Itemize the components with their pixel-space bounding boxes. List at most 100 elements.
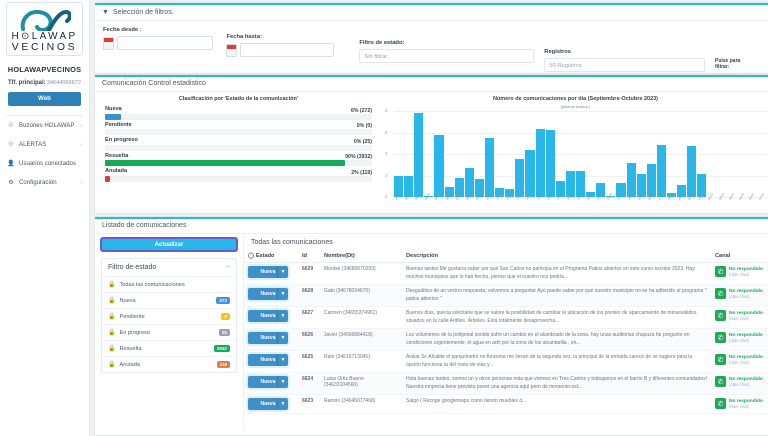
fecha-hasta-input[interactable] [240, 43, 335, 57]
column-header-descripcion[interactable]: Descripción [402, 250, 711, 263]
state-dropdown-button[interactable]: Nueva ▼ [248, 376, 288, 388]
state-filter-count-badge: 119 [216, 361, 230, 368]
column-header-estado[interactable]: ◯ Estado [244, 250, 298, 263]
state-filter-item[interactable]: 🔒 Pendiente 0 [102, 308, 236, 324]
chevron-down-icon[interactable]: ▼ [277, 310, 288, 322]
histogram-bar [434, 134, 444, 197]
table-row[interactable]: Nueva ▼ 6627 Carmen (34655374961) Buenos día… [244, 306, 768, 329]
column-header-canal[interactable]: Canal [711, 250, 768, 263]
web-button[interactable]: Web [8, 92, 81, 106]
classification-bar-track: 90% (3932) [105, 154, 372, 166]
classification-bar-label: Anulada [105, 168, 128, 174]
chevron-down-icon[interactable]: ▼ [277, 398, 288, 410]
state-dropdown-button[interactable]: Nueva ▼ [248, 266, 288, 278]
canal-sub-label: (date chat) [729, 403, 750, 409]
calendar-icon[interactable] [226, 43, 238, 57]
histogram-bar [545, 130, 555, 197]
canal-sub-label: (date chat) [729, 271, 750, 277]
histogram-x-labels: 01/09 02/09 03/09 04/09 05/09 06/09 07/09 08/09… [394, 192, 767, 203]
whatsapp-icon[interactable]: ✆ [715, 288, 726, 299]
table-row[interactable]: Nueva ▼ 6626 Javier (34666884418) Los volume… [244, 328, 768, 351]
table-row[interactable]: Nueva ▼ 6628 Gabi (34678034670) Desguáltico … [244, 284, 768, 307]
registros-select[interactable]: 50 Registros [544, 58, 705, 72]
cell-canal: ✆ No respondido (date chat) [711, 350, 768, 373]
canal-sub-label: (date chat) [729, 381, 750, 387]
minus-icon[interactable]: − [225, 264, 230, 271]
estado-filter-select[interactable]: Sin filtrar [359, 49, 535, 63]
classification-bar-row: Resuelta 90% (3932) [105, 153, 372, 166]
state-filter-item[interactable]: 🔒 Nueva 272 [102, 292, 236, 308]
filters-body: Fecha desde : Fecha hasta: Filtro de est… [95, 21, 768, 87]
state-dropdown-button[interactable]: Nueva ▼ [248, 354, 288, 366]
chevron-down-icon[interactable]: ▼ [277, 376, 288, 388]
sidebar-item-alertas[interactable]: ☉ ALERTAS ‹ [0, 135, 89, 154]
whatsapp-icon[interactable]: ✆ [715, 310, 726, 321]
cell-nombre: Carmen (34655374961) [320, 306, 402, 329]
chevron-down-icon[interactable]: ▼ [277, 266, 288, 278]
histogram-bar [515, 159, 525, 197]
state-filter-label: Pendiente [119, 313, 145, 320]
classification-bar-fill [105, 113, 122, 120]
fecha-desde-input[interactable] [117, 36, 213, 50]
panel-accent-bar [95, 75, 768, 77]
table-row[interactable]: Nueva ▼ 6624 Luisa Ortiz Bueno (34633104560… [244, 372, 768, 395]
chat-icon: ☉ [8, 122, 14, 129]
cell-nombre: Gabi (34678034670) [320, 284, 402, 307]
sidebar-item-buzones[interactable]: ☉ Buzones HOLAWAP ‹ [0, 116, 89, 135]
sidebar-item-usuarios-conectados[interactable]: 👤 Usuarios conectados [0, 154, 89, 173]
histogram-bar [404, 175, 414, 197]
canal-sub-label: (date chat) [729, 315, 750, 321]
classification-bar-track: 2% (119) [105, 170, 372, 182]
chevron-down-icon[interactable]: ▼ [277, 332, 288, 344]
cell-descripcion: Los volumenes de la poligonal sonido suf… [402, 328, 711, 351]
state-dropdown-button[interactable]: Nueva ▼ [248, 288, 288, 300]
cell-estado: Nueva ▼ [244, 262, 298, 285]
whatsapp-icon[interactable]: ✆ [715, 398, 726, 409]
chevron-down-icon[interactable]: ▼ [277, 288, 288, 300]
sidebar-item-label: ALERTAS [19, 141, 47, 148]
refresh-button[interactable]: Actualizar [100, 237, 238, 252]
whatsapp-icon[interactable]: ✆ [715, 354, 726, 365]
table-row[interactable]: Nueva ▼ 6625 Ram (34616713045) Avisar Sr. Al… [244, 350, 768, 373]
calendar-icon[interactable] [103, 36, 114, 50]
logo-text-line1: H⊙LAWAP [11, 31, 78, 42]
sidebar-item-configuracion[interactable]: ⚙ Configuración ‹ [0, 173, 89, 192]
state-dropdown-button[interactable]: Nueva ▼ [248, 310, 288, 322]
cell-descripcion: Avisar Sr. Alcalde el parquímetro no fun… [402, 350, 711, 373]
state-dropdown-button[interactable]: Nueva ▼ [248, 332, 288, 344]
whatsapp-icon[interactable]: ✆ [715, 332, 726, 343]
listado-body: Actualizar Filtro de estado − 🔒 Todas las… [95, 234, 768, 430]
fecha-hasta-group: Fecha hasta: [226, 27, 349, 57]
table-row[interactable]: Nueva ▼ 6629 Montse (34680670333) Buenas tar… [244, 262, 768, 285]
classification-bar-fill [105, 175, 111, 182]
lock-icon: 🔒 [108, 362, 116, 368]
canal-status-label: No respondido [729, 310, 763, 316]
state-filter-card: Filtro de estado − 🔒 Todas las comunicaci… [101, 258, 237, 373]
state-filter-item[interactable]: 🔒 En progreso 25 [102, 324, 236, 340]
cell-nombre: Luisa Ortiz Bueno (34633104560) [320, 372, 402, 395]
cell-canal: ✆ No respondido (date chat) [711, 328, 768, 351]
classification-bar-row: Nueva 6% (272) [105, 106, 372, 120]
state-filter-item[interactable]: 🔒 Anulada 119 [102, 356, 236, 372]
gridline [394, 197, 767, 198]
state-filter-item[interactable]: 🔒 Todas las comunicaciones [102, 276, 236, 292]
whatsapp-icon[interactable]: ✆ [715, 376, 726, 387]
histogram-bar [575, 171, 586, 197]
state-dropdown-button[interactable]: Nueva ▼ [248, 398, 288, 410]
lock-icon: 🔒 [108, 314, 116, 320]
column-header-id[interactable]: Id [298, 250, 320, 263]
phone-label: Tlf. principal: [8, 80, 46, 86]
filters-title: Selección de filtros. [112, 9, 174, 16]
registros-label: Registros [544, 49, 572, 55]
sidebar-item-label: Buzones HOLAWAP [19, 122, 75, 129]
whatsapp-icon[interactable]: ✆ [715, 266, 726, 277]
histogram-bar [525, 149, 535, 197]
column-header-nombre[interactable]: Nombre(Dt) [320, 250, 402, 263]
chevron-down-icon[interactable]: ▼ [277, 354, 288, 366]
table-row[interactable]: Nueva ▼ 6623 Ramón (34645077468) Salgo ( Rec… [244, 394, 768, 414]
chart-subtitle: (últimos lectura ) [560, 104, 591, 109]
y-tick-label: 6 [385, 129, 388, 135]
state-filter-item[interactable]: 🔒 Resuelta 3932 [102, 340, 236, 356]
communications-table: ◯ Estado Id Nombre(Dt) Descripción Canal… [244, 250, 768, 414]
horizontal-bars: Nueva 6% (272) Pendiente 0% (0) En progreso 0… [105, 106, 372, 182]
